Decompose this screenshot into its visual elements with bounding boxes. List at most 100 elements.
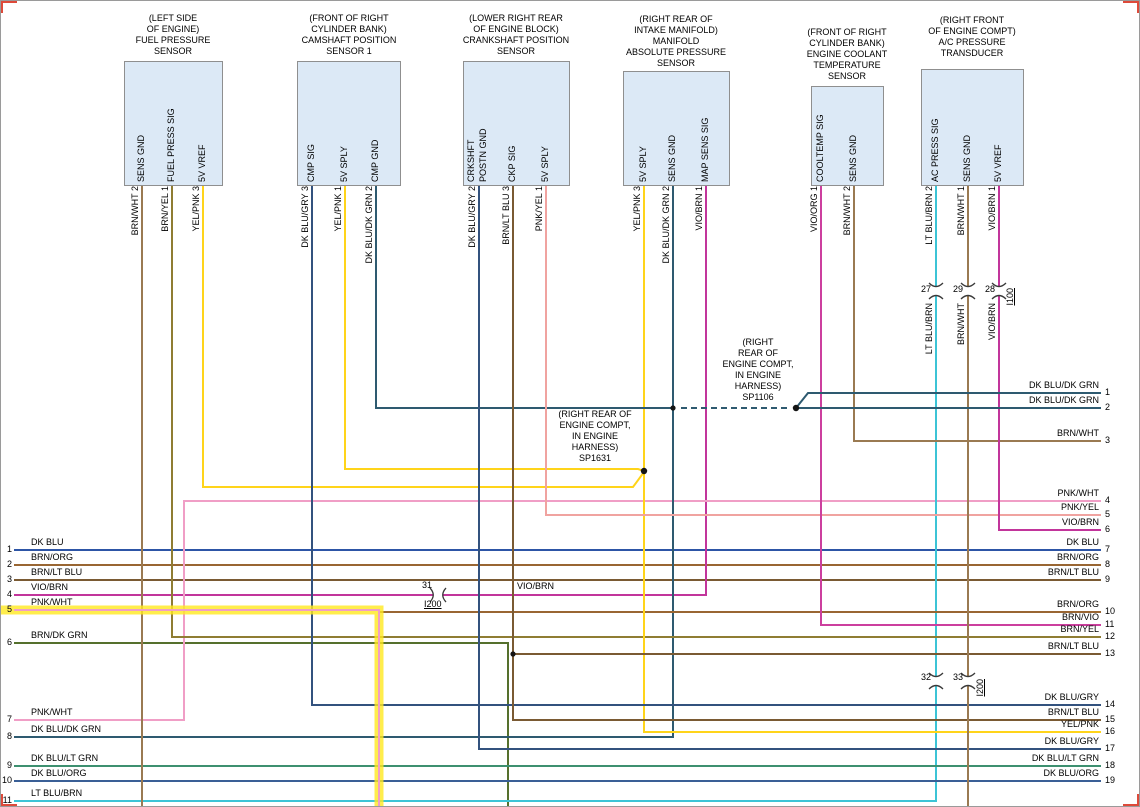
wire-dk-blu-dk-grn-cmp — [375, 186, 673, 409]
wire-lt-blu-brn — [14, 186, 937, 802]
connector-box-ect — [811, 86, 884, 186]
i100-connector-label: I100 — [1005, 288, 1015, 306]
right-row-label: BRN/ORG — [1056, 552, 1099, 562]
wire-brn-wht-ect — [853, 186, 1101, 442]
right-row-label: DK BLU — [1066, 537, 1099, 547]
left-row-label: BRN/LT BLU — [31, 567, 83, 577]
pin-label: SENS GND — [962, 134, 972, 182]
wire-color-label: DK BLU/GRY 2 — [467, 186, 477, 248]
wire-vio-brn-ac — [998, 186, 1101, 531]
junction-dot — [670, 405, 676, 411]
left-row-number: 9 — [6, 760, 12, 770]
right-row-number: 13 — [1105, 648, 1116, 658]
left-row-label: PNK/WHT — [31, 597, 73, 607]
pin-label: CMP SIG — [306, 144, 316, 182]
wire-color-label: YEL/PNK 1 — [333, 186, 343, 232]
wire-row1-right — [795, 392, 1101, 409]
crop-tick — [1137, 794, 1139, 806]
right-row-number: 14 — [1105, 699, 1116, 709]
splice-label-sp1631: (RIGHT REAR OF ENGINE COMPT, IN ENGINE H… — [558, 409, 632, 463]
wire-color-label: BRN/LT BLU 3 — [501, 186, 511, 245]
right-row-label: BRN/WHT — [1057, 428, 1099, 438]
left-row-label: DK BLU — [31, 537, 64, 547]
wire-color-label: VIO/BRN 1 — [987, 186, 997, 231]
right-row-number: 12 — [1105, 631, 1116, 641]
wire-color-label: VIO/BRN 1 — [694, 186, 704, 231]
right-row-label: BRN/LT BLU — [1047, 567, 1099, 577]
left-row-number: 8 — [6, 731, 12, 741]
splice-dot-sp1631 — [640, 467, 648, 475]
right-row-number: 4 — [1105, 495, 1111, 505]
right-row-label: DK BLU/GRY — [1044, 736, 1099, 746]
crop-tick — [1123, 804, 1139, 806]
right-row-label: PNK/YEL — [1060, 502, 1099, 512]
wire-color-label: VIO/ORG 1 — [809, 186, 819, 233]
left-row-label: BRN/ORG — [31, 552, 74, 562]
pin-label: POSTN GND — [478, 128, 488, 182]
connector-location-map: (RIGHT REAR OF INTAKE MANIFOLD) MANIFOLD… — [625, 14, 727, 68]
left-row-number: 7 — [6, 714, 12, 724]
right-row-label: BRN/LT BLU — [1047, 707, 1099, 717]
wire-color-label: PNK/YEL 1 — [534, 186, 544, 232]
pin-label: 5V VREF — [993, 144, 1003, 182]
right-row-label: BRN/YEL — [1060, 624, 1099, 634]
pin-label: SENS GND — [848, 134, 858, 182]
wire-color-label: BRN/WHT — [956, 303, 966, 345]
pin-label: MAP SENS SIG — [700, 117, 710, 182]
wire-pnk-wht-highlighted — [14, 609, 380, 806]
wire-color-label: DK BLU/GRY 3 — [300, 186, 310, 248]
right-row-label: BRN/LT BLU — [1047, 641, 1099, 651]
i100-pin-27: 27 — [921, 284, 932, 294]
right-row-label: DK BLU/GRY — [1044, 692, 1099, 702]
connector-location-ect: (FRONT OF RIGHT CYLINDER BANK) ENGINE CO… — [806, 27, 888, 81]
wire-color-label: BRN/WHT 2 — [130, 186, 140, 236]
right-row-number: 6 — [1105, 524, 1111, 534]
connector-box-map — [623, 71, 730, 186]
left-row-label: PNK/WHT — [31, 707, 73, 717]
crop-tick — [1, 1, 17, 3]
right-row-label: PNK/WHT — [1057, 488, 1100, 498]
left-row-label: DK BLU/ORG — [31, 768, 87, 778]
left-row-label: DK BLU/DK GRN — [31, 724, 102, 734]
connector-location-crankshaft: (LOWER RIGHT REAR OF ENGINE BLOCK) CRANK… — [462, 13, 570, 56]
right-row-number: 16 — [1105, 726, 1116, 736]
left-row-number: 3 — [6, 574, 12, 584]
right-row-number: 7 — [1105, 544, 1111, 554]
right-row-label: DK BLU/ORG — [1043, 768, 1099, 778]
connector-location-fuel-pressure: (LEFT SIDE OF ENGINE) FUEL PRESSURE SENS… — [135, 13, 211, 56]
left-row-number: 6 — [6, 637, 12, 647]
splice-label-sp1106: (RIGHT REAR OF ENGINE COMPT, IN ENGINE H… — [722, 337, 794, 402]
right-row-number: 19 — [1105, 775, 1116, 785]
pin-label: 5V SPLY — [638, 146, 648, 182]
right-row-number: 5 — [1105, 509, 1111, 519]
i100-pin-28: 28 — [985, 284, 996, 294]
right-row-label: YEL/PNK — [1060, 719, 1099, 729]
wire-color-label: DK BLU/DK GRN 2 — [364, 186, 374, 264]
left-row-number: 4 — [6, 589, 12, 599]
wire-vio-brn-map — [14, 186, 707, 596]
wire-dk-blu-dk-grn-left — [14, 186, 674, 738]
crop-tick — [1, 1, 3, 13]
right-row-number: 10 — [1105, 606, 1116, 616]
right-row-label: DK BLU/DK GRN — [1028, 380, 1099, 390]
right-row-number: 9 — [1105, 574, 1111, 584]
connector-break-i200-31 — [429, 587, 447, 603]
wire-color-label: BRN/YEL 1 — [160, 186, 170, 232]
pin-label: SENS GND — [136, 134, 146, 182]
i200-pin-31: 31 — [422, 580, 433, 590]
right-row-label: VIO/BRN — [1061, 517, 1099, 527]
connector-location-ac-pressure: (RIGHT FRONT OF ENGINE COMPT) A/C PRESSU… — [928, 15, 1016, 58]
wire-brn-yel-fuel — [171, 186, 1101, 638]
right-row-label: DK BLU/LT GRN — [1031, 753, 1099, 763]
left-row-number: 10 — [1, 775, 12, 785]
wire-pnk-yel-ckp — [545, 186, 1101, 516]
wire-color-label: DK BLU/DK GRN 2 — [661, 186, 671, 264]
pin-label: CKP SIG — [507, 145, 517, 182]
wire-dk-blu-gry-cmp — [311, 186, 1101, 706]
right-row-number: 1 — [1105, 387, 1111, 397]
left-row-label: VIO/BRN — [31, 582, 69, 592]
right-row-number: 8 — [1105, 559, 1111, 569]
wire-color-label: LT BLU/BRN — [924, 303, 934, 355]
